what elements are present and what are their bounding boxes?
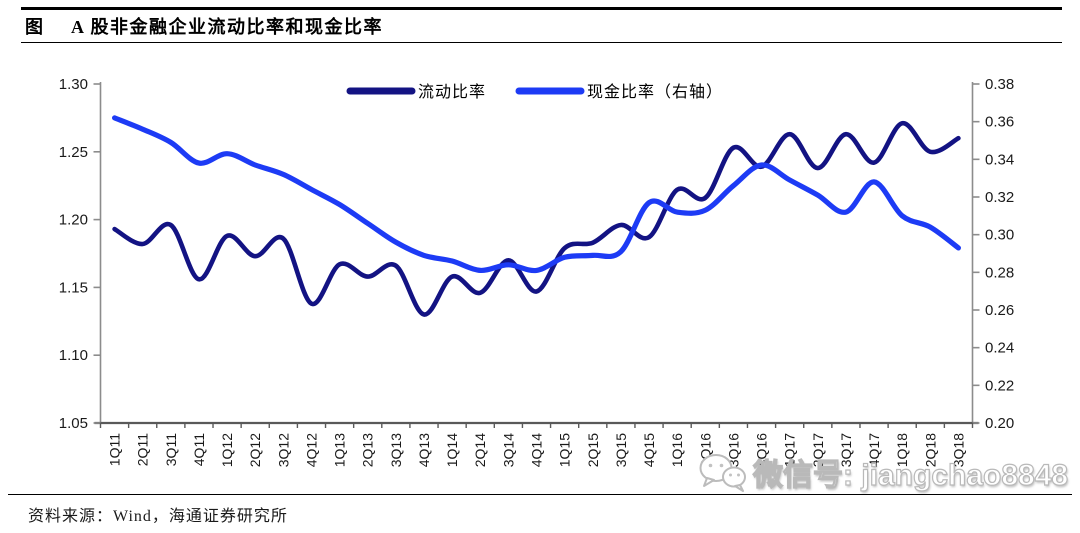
- legend-label-current-ratio-line: 流动比率: [418, 83, 486, 101]
- x-axis-tick-label: 3Q11: [163, 433, 179, 466]
- right-axis-tick-label: 0.38: [985, 76, 1014, 93]
- x-axis-tick-label: 4Q16: [754, 433, 770, 467]
- left-axis-tick-label: 1.10: [59, 347, 88, 364]
- x-axis-tick-label: 3Q12: [275, 433, 291, 467]
- figure-title: A 股非金融企业流动比率和现金比率: [71, 17, 384, 37]
- x-axis-tick-label: 2Q17: [810, 433, 826, 467]
- legend-label-cash-ratio-line: 现金比率（右轴）: [587, 83, 723, 101]
- right-axis-tick-label: 0.30: [985, 227, 1014, 244]
- left-axis-tick-label: 1.05: [59, 415, 88, 432]
- x-axis-tick-label: 3Q16: [725, 433, 741, 467]
- title-underline: [21, 42, 1062, 43]
- x-axis-tick-label: 4Q15: [641, 433, 657, 467]
- x-axis-tick-label: 1Q17: [782, 433, 798, 467]
- x-axis-tick-label: 3Q13: [388, 433, 404, 467]
- left-axis-tick-label: 1.20: [59, 212, 88, 229]
- x-axis-tick-label: 3Q17: [838, 433, 854, 467]
- x-axis-tick-label: 2Q13: [360, 433, 376, 467]
- x-axis-tick-label: 1Q12: [219, 433, 235, 467]
- right-axis-tick-label: 0.34: [985, 151, 1014, 168]
- right-axis-tick-label: 0.36: [985, 114, 1014, 131]
- x-axis-tick-label: 1Q15: [557, 433, 573, 467]
- figure-header: 图 A 股非金融企业流动比率和现金比率: [25, 13, 383, 39]
- x-axis-tick-label: 2Q16: [697, 433, 713, 467]
- x-axis-tick-label: 2Q11: [135, 433, 151, 466]
- x-axis-tick-label: 4Q13: [416, 433, 432, 467]
- right-axis-tick-label: 0.26: [985, 302, 1014, 319]
- top-rule: [21, 7, 1062, 10]
- x-axis-tick-label: 2Q18: [922, 433, 938, 467]
- x-axis-tick-label: 4Q12: [303, 433, 319, 467]
- source-text: 资料来源：Wind，海通证券研究所: [28, 508, 288, 525]
- footer-rule: [8, 494, 1072, 495]
- x-axis-tick-label: 1Q11: [107, 433, 123, 466]
- current-ratio-line: [112, 121, 961, 317]
- left-axis-tick-label: 1.25: [59, 144, 88, 161]
- x-axis-tick-label: 3Q14: [500, 433, 516, 467]
- x-axis-tick-label: 3Q18: [950, 433, 966, 467]
- x-axis-tick-label: 1Q13: [332, 433, 348, 467]
- right-axis-tick-label: 0.20: [985, 415, 1014, 432]
- left-axis-tick-label: 1.30: [59, 76, 88, 93]
- right-axis-tick-label: 0.28: [985, 264, 1014, 281]
- x-axis-tick-label: 1Q16: [669, 433, 685, 467]
- right-axis-tick-label: 0.24: [985, 340, 1014, 357]
- x-axis-tick-label: 2Q14: [472, 433, 488, 467]
- right-axis-tick-label: 0.32: [985, 189, 1014, 206]
- x-axis-tick-label: 2Q15: [585, 433, 601, 467]
- x-axis-tick-label: 2Q12: [247, 433, 263, 467]
- left-axis-tick-label: 1.15: [59, 279, 88, 296]
- x-axis-tick-label: 3Q15: [613, 433, 629, 467]
- cash-ratio-line: [112, 115, 961, 274]
- x-axis-tick-label: 4Q11: [191, 433, 207, 466]
- right-axis-tick-label: 0.22: [985, 377, 1014, 394]
- x-axis-tick-label: 4Q14: [529, 433, 545, 467]
- figure-label: 图: [25, 17, 43, 37]
- x-axis-tick-label: 4Q17: [866, 433, 882, 467]
- x-axis-tick-label: 1Q18: [894, 433, 910, 467]
- x-axis-tick-label: 1Q14: [444, 433, 460, 467]
